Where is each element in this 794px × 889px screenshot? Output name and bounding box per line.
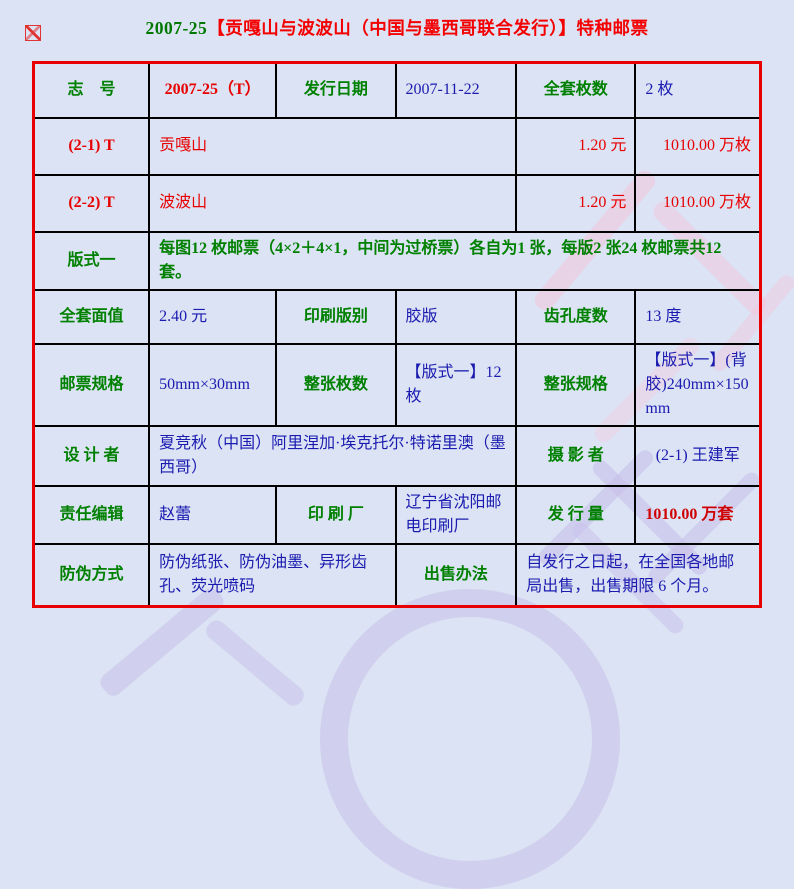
table-row: 全套面值 2.40 元印刷版别 胶版 齿孔度数 13 度 (32, 288, 762, 345)
table-label-cell: 齿孔度数 (515, 288, 637, 345)
table-value-cell: 每图12 枚邮票（4×2＋4×1，中间为过桥票）各自为1 张，每版2 张24 枚… (148, 230, 762, 291)
table-value-cell: (2-1) T (32, 116, 151, 176)
table-value-cell: 1010.00 万套 (634, 484, 762, 545)
table-value-cell: 夏竞秋（中国）阿里涅加·埃克托尔·特诺里澳（墨西哥） (148, 424, 518, 487)
table-label-cell: 印 刷 厂 (275, 484, 397, 545)
table-value-cell: (2-1) 王建军 (634, 424, 762, 487)
table-row: 志 号 2007-25（T） 发行日期 2007-11-22 全套枚数 2 枚 (32, 61, 762, 119)
title-stamp-name: 【贡嘎山与波波山（中国与墨西哥联合发行）】特种邮票 (207, 18, 649, 38)
table-label-cell: 责任编辑 (32, 484, 151, 545)
table-value-cell: 1.20 元 (515, 116, 637, 176)
table-value-cell: 1010.00 万枚 (634, 116, 762, 176)
table-value-cell: 赵蕾 (148, 484, 278, 545)
table-label-cell: 印刷版别 (275, 288, 397, 345)
table-label-cell: 设 计 者 (32, 424, 151, 487)
table-row: 邮票规格 50mm×30mm 整张枚数 【版式一】12 枚整张规格 【版式一】(背胶)2… (32, 342, 762, 427)
title-issue-code: 2007-25 (145, 18, 208, 38)
table-value-cell: (2-2) T (32, 173, 151, 233)
table-row: 防伪方式 防伪纸张、防伪油墨、异形齿孔、荧光喷码 出售办法 自发行之日起，在全国各地邮… (32, 542, 762, 608)
table-row: (2-1) T 贡嘎山 1.20 元 1010.00 万枚 (32, 116, 762, 176)
watermark-stroke (202, 616, 308, 710)
table-value-cell: 【版式一】12 枚 (394, 342, 518, 427)
page-title: 2007-25【贡嘎山与波波山（中国与墨西哥联合发行）】特种邮票 (0, 15, 794, 40)
table-row: 责任编辑 赵蕾印 刷 厂辽宁省沈阳邮电印刷厂发 行 量 1010.00 万套 (32, 484, 762, 545)
table-value-cell: 波波山 (148, 173, 518, 233)
table-value-cell: 50mm×30mm (148, 342, 278, 427)
table-value-cell: 【版式一】(背胶)240mm×150mm (634, 342, 762, 427)
stamp-info-table: 志 号 2007-25（T） 发行日期 2007-11-22 全套枚数 2 枚 (2-1) … (32, 61, 762, 608)
table-label-cell: 邮票规格 (32, 342, 151, 427)
table-value-cell: 自发行之日起，在全国各地邮局出售，出售期限 6 个月。 (515, 542, 762, 608)
table-row: (2-2) T 波波山 1.20 元 1010.00 万枚 (32, 173, 762, 233)
watermark-ring (320, 589, 620, 889)
table-value-cell: 2 枚 (634, 61, 762, 119)
table-label-cell: 整张枚数 (275, 342, 397, 427)
table-value-cell: 13 度 (634, 288, 762, 345)
table-value-cell: 2.40 元 (148, 288, 278, 345)
table-row: 版式一 每图12 枚邮票（4×2＋4×1，中间为过桥票）各自为1 张，每版2 张2… (32, 230, 762, 291)
table-value-cell: 2007-11-22 (394, 61, 518, 119)
table-label-cell: 志 号 (32, 61, 151, 119)
table-value-cell: 2007-25（T） (148, 61, 278, 119)
table-label-cell: 发行日期 (275, 61, 397, 119)
table-label-cell: 全套枚数 (515, 61, 637, 119)
table-value-cell: 1010.00 万枚 (634, 173, 762, 233)
table-value-cell: 1.20 元 (515, 173, 637, 233)
table-label-cell: 发 行 量 (515, 484, 637, 545)
table-value-cell: 胶版 (394, 288, 518, 345)
broken-image-icon (25, 25, 41, 41)
table-label-cell: 整张规格 (515, 342, 637, 427)
table-label-cell: 版式一 (32, 230, 151, 291)
table-value-cell: 辽宁省沈阳邮电印刷厂 (394, 484, 518, 545)
table-label-cell: 防伪方式 (32, 542, 151, 608)
table-row: 设 计 者夏竞秋（中国）阿里涅加·埃克托尔·特诺里澳（墨西哥）摄 影 者 (2-1… (32, 424, 762, 487)
table-value-cell: 防伪纸张、防伪油墨、异形齿孔、荧光喷码 (148, 542, 397, 608)
table-value-cell: 贡嘎山 (148, 116, 518, 176)
table-label-cell: 摄 影 者 (515, 424, 637, 487)
table-label-cell: 出售办法 (394, 542, 518, 608)
table-label-cell: 全套面值 (32, 288, 151, 345)
